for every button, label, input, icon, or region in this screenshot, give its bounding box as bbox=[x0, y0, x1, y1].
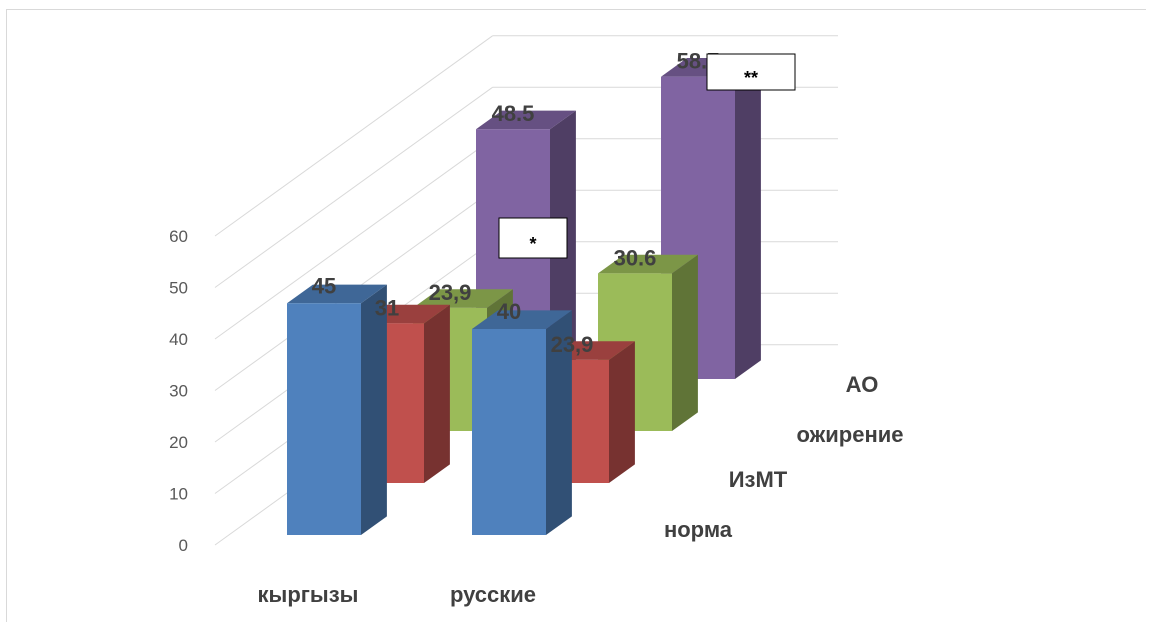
y-tick-label: 0 bbox=[179, 536, 188, 555]
y-axis: 0 10 20 30 40 50 60 bbox=[169, 227, 188, 555]
category-axis: кыргызы русские bbox=[258, 582, 537, 607]
y-tick-label: 20 bbox=[169, 433, 188, 452]
bar-top bbox=[287, 284, 387, 304]
bar-front bbox=[472, 329, 546, 535]
series-axis-label: норма bbox=[664, 517, 733, 542]
annotation-box bbox=[498, 217, 568, 259]
annotation-text: * bbox=[529, 234, 536, 254]
bar-top bbox=[476, 110, 576, 130]
category-label: русские bbox=[450, 582, 536, 607]
bar-норма-кыргызы bbox=[287, 284, 387, 535]
gridline-diagonal bbox=[214, 138, 493, 340]
chart-bars bbox=[287, 58, 761, 535]
series-axis: норма ИзМТ ожирение АО bbox=[664, 372, 904, 542]
category-label: кыргызы bbox=[258, 582, 359, 607]
bar-top bbox=[472, 310, 572, 329]
bar-side bbox=[546, 310, 572, 535]
data-label: 45 bbox=[312, 273, 336, 298]
gridline-diagonal bbox=[214, 86, 493, 288]
data-label: 48.5 bbox=[492, 101, 535, 126]
series-axis-label: ИзМТ bbox=[729, 467, 788, 492]
y-tick-label: 60 bbox=[169, 227, 188, 246]
bar-side bbox=[609, 341, 635, 483]
bar-side bbox=[424, 304, 450, 483]
annotation-box bbox=[706, 53, 796, 91]
annotations: *** bbox=[498, 53, 796, 259]
y-tick-label: 50 bbox=[169, 279, 188, 298]
data-label: 23,9 bbox=[429, 280, 472, 305]
y-tick-label: 10 bbox=[169, 485, 188, 504]
series-axis-label: ожирение bbox=[797, 422, 904, 447]
data-label: 23,9 bbox=[551, 332, 594, 357]
bar-норма-русские bbox=[472, 310, 572, 535]
bar-top bbox=[413, 289, 513, 308]
bar-top bbox=[598, 254, 698, 274]
y-tick-label: 30 bbox=[169, 382, 188, 401]
bar-side bbox=[361, 284, 387, 535]
gridline-diagonal bbox=[214, 35, 493, 237]
annotation-text: ** bbox=[744, 68, 758, 88]
bar-side bbox=[735, 58, 761, 380]
bar-side bbox=[672, 254, 698, 431]
y-tick-label: 40 bbox=[169, 330, 188, 349]
data-label: 30.6 bbox=[614, 245, 657, 270]
series-axis-label: АО bbox=[846, 372, 879, 397]
bar-front bbox=[287, 303, 361, 535]
data-label: 31 bbox=[375, 295, 399, 320]
data-label: 40 bbox=[497, 299, 521, 324]
chart-frame bbox=[6, 9, 1146, 622]
